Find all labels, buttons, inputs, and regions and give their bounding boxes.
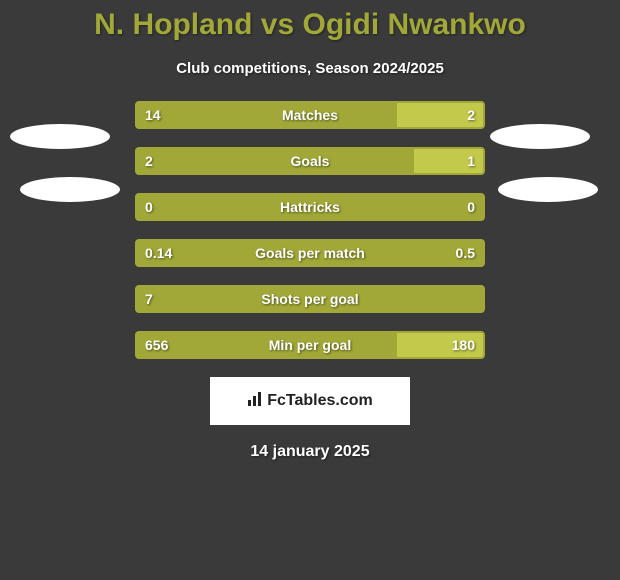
stat-row: 0Hattricks0 (135, 193, 485, 221)
stat-label: Shots per goal (137, 287, 483, 311)
brand-text: FcTables.com (267, 392, 373, 410)
decorative-ellipse (498, 177, 598, 202)
stat-value-right: 2 (467, 103, 475, 127)
stat-label: Goals (137, 149, 483, 173)
stat-value-right: 0 (467, 195, 475, 219)
decorative-ellipse (490, 124, 590, 149)
stat-value-right: 180 (452, 333, 475, 357)
stat-row: 0.14Goals per match0.5 (135, 239, 485, 267)
stat-value-right: 0.5 (456, 241, 475, 265)
decorative-ellipse (20, 177, 120, 202)
stat-row: 2Goals1 (135, 147, 485, 175)
comparison-bars: 14Matches22Goals10Hattricks00.14Goals pe… (135, 101, 485, 359)
page-title: N. Hopland vs Ogidi Nwankwo (0, 0, 620, 42)
subtitle: Club competitions, Season 2024/2025 (0, 60, 620, 77)
stat-label: Matches (137, 103, 483, 127)
date-text: 14 january 2025 (0, 443, 620, 461)
stat-label: Goals per match (137, 241, 483, 265)
brand-box: FcTables.com (210, 377, 410, 425)
stat-row: 656Min per goal180 (135, 331, 485, 359)
stat-value-right: 1 (467, 149, 475, 173)
chart-icon (247, 391, 263, 411)
stat-row: 14Matches2 (135, 101, 485, 129)
stat-label: Hattricks (137, 195, 483, 219)
stat-row: 7Shots per goal (135, 285, 485, 313)
stat-label: Min per goal (137, 333, 483, 357)
decorative-ellipse (10, 124, 110, 149)
